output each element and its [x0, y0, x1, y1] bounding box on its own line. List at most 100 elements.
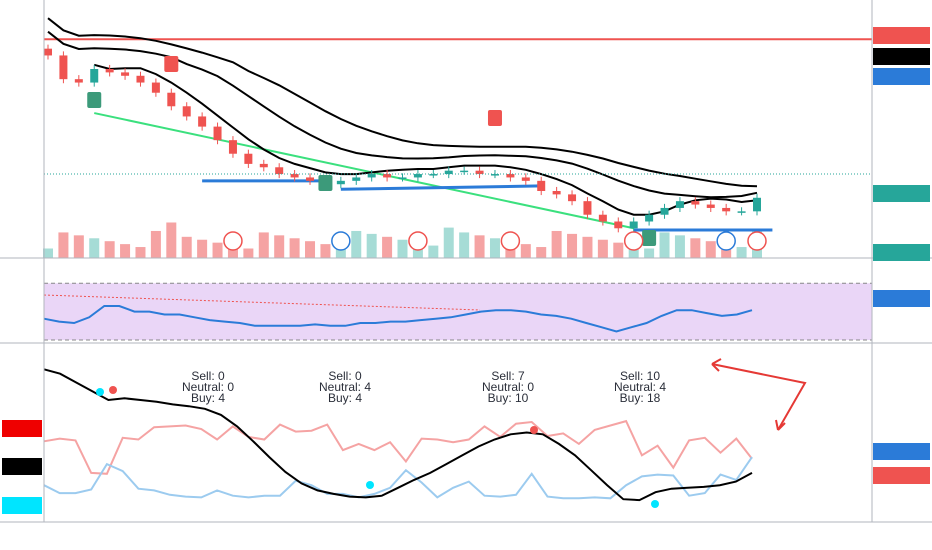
candle-body: [645, 214, 654, 222]
volume-bar: [89, 238, 100, 258]
candle-body: [506, 174, 515, 178]
candle-body: [521, 177, 530, 181]
volume-bar: [320, 244, 331, 258]
price-label: [873, 68, 930, 85]
candle-body: [398, 177, 407, 179]
volume-bar: [243, 248, 254, 258]
signal-summary-line: Sell: 10: [620, 369, 660, 383]
event-marker: [223, 231, 243, 251]
price-label: [873, 225, 930, 242]
candle-body: [336, 180, 345, 185]
candle-body: [367, 174, 376, 178]
volume-bar: [582, 236, 593, 258]
candle-body: [413, 174, 422, 178]
price-label-box: [873, 166, 930, 183]
rsi-current-box: [873, 290, 930, 307]
osc-right-label-box: [873, 467, 930, 484]
signal-summary-line: Buy: 4: [191, 391, 225, 405]
osc-left-label-box: [2, 458, 42, 475]
volume-bar: [459, 232, 470, 258]
event-circle: [331, 231, 351, 251]
price-label-box: [873, 48, 930, 65]
signal-summary-line: Sell: 7: [491, 369, 525, 383]
price-label-box: [873, 185, 930, 202]
candle-body: [429, 174, 438, 176]
event-marker: [331, 231, 351, 251]
volume-bar: [597, 239, 608, 258]
event-circle: [747, 231, 767, 251]
candle-body: [275, 167, 284, 175]
candle-body: [352, 177, 361, 181]
price-label-box: [873, 27, 930, 44]
candle-body: [74, 79, 83, 83]
candle-body: [460, 170, 469, 173]
osc-signal-dot: [366, 481, 374, 489]
price-label-box: [873, 68, 930, 85]
volume-bar: [536, 247, 547, 258]
volume-bar: [104, 241, 115, 258]
volume-bar: [659, 232, 670, 258]
volume-bar: [613, 242, 624, 258]
volume-bar: [520, 244, 531, 258]
volume-bar: [351, 230, 362, 258]
volume-bar: [366, 233, 377, 258]
price-label: [873, 27, 930, 44]
candle-body: [259, 163, 268, 168]
sell-marker-box: [164, 56, 179, 72]
price-label: [873, 206, 930, 223]
event-circle: [408, 231, 428, 251]
volume-bar: [644, 248, 655, 258]
osc-line-blue: [43, 456, 753, 500]
buy-marker-box: [642, 230, 657, 246]
osc-right-label: [873, 443, 930, 460]
signal-summary-line: Neutral: 0: [182, 380, 234, 394]
red-arrow-head: [775, 419, 786, 431]
candle-body: [228, 140, 237, 154]
signal-marker-sell: [487, 110, 502, 126]
signal-summary-line: Neutral: 4: [614, 380, 666, 394]
osc-right-label: [873, 467, 930, 484]
candle-body: [568, 194, 577, 202]
volume-bar: [428, 245, 439, 258]
candle-body: [306, 177, 315, 181]
volume-bar: [690, 238, 701, 258]
price-label: [873, 185, 930, 202]
event-marker: [500, 231, 521, 251]
candle-body: [737, 211, 746, 213]
candle-body: [583, 201, 592, 215]
buy-marker-box: [318, 175, 333, 191]
sma-fast: [93, 63, 758, 216]
signal-summary-line: Neutral: 0: [482, 380, 534, 394]
volume-bar: [397, 239, 408, 258]
volume-bar: [58, 232, 69, 258]
osc-right-label-box: [873, 443, 930, 460]
price-label: [873, 48, 930, 65]
candle-body: [552, 191, 561, 195]
candle-body: [136, 75, 145, 83]
candle-body: [44, 48, 52, 56]
signal-summary-line: Buy: 10: [488, 391, 529, 405]
rsi-current-label: [873, 290, 930, 307]
volume-bar: [120, 244, 131, 258]
volume-bar: [150, 230, 161, 258]
event-marker: [747, 231, 767, 251]
candle-body: [722, 207, 731, 212]
volume-bar: [335, 247, 346, 258]
candle-body: [753, 197, 761, 212]
volume-bar: [166, 222, 177, 258]
candle-body: [383, 174, 392, 178]
candle-body: [167, 92, 176, 107]
osc-left-label: [2, 497, 42, 514]
signal-summary-line: Buy: 18: [620, 391, 661, 405]
volume-bar: [736, 247, 747, 258]
price-label-box: [873, 147, 930, 164]
event-marker: [408, 231, 428, 251]
price-pane: [43, 17, 872, 258]
price-label: [873, 147, 930, 164]
osc-signal-dot: [530, 426, 538, 434]
candle-body: [90, 69, 99, 83]
osc-line-black: [43, 368, 753, 502]
osc-left-label-box: [2, 420, 42, 437]
